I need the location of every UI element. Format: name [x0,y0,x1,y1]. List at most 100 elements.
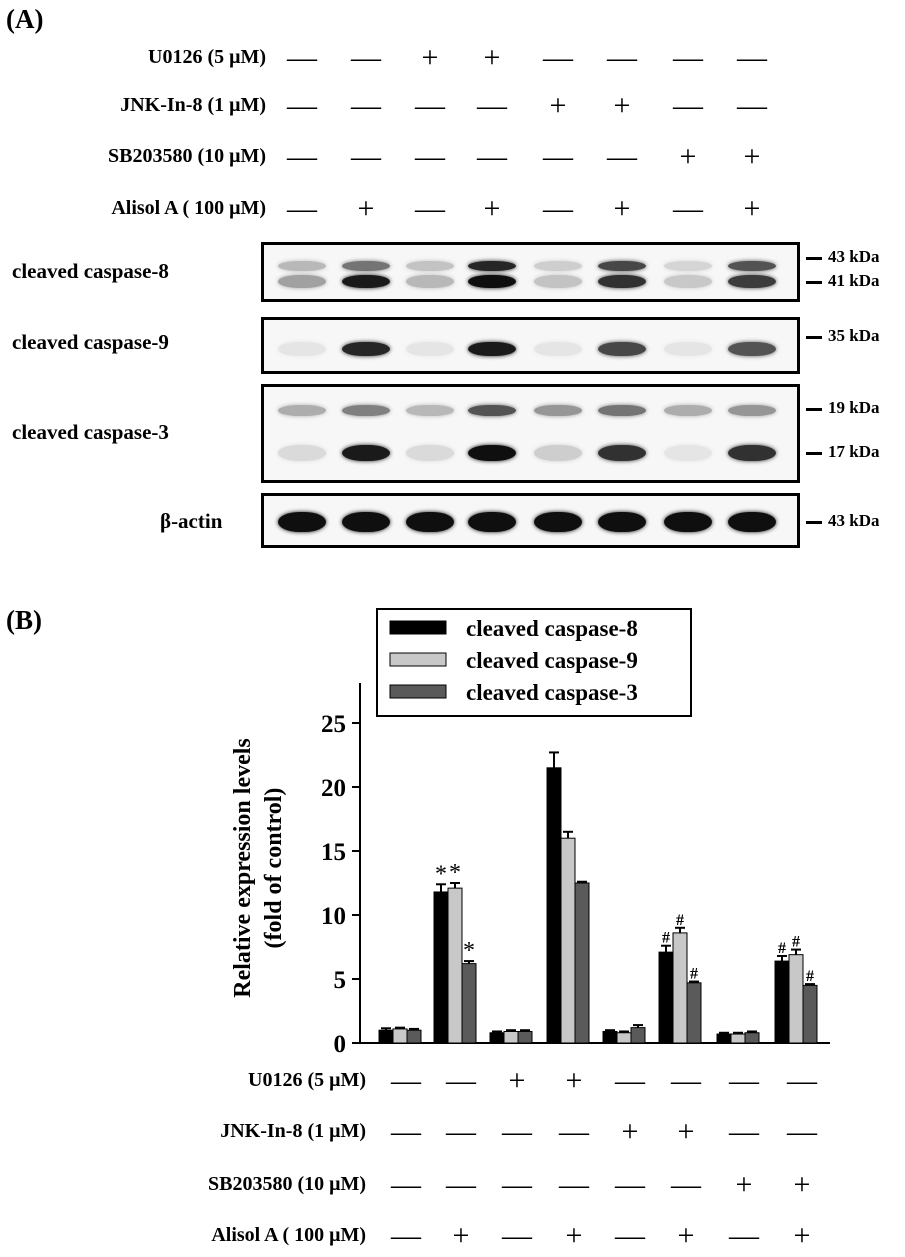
treat-b-label-2: SB203580 (10 μM) [208,1173,366,1195]
treat-b-sign-1-1: — [446,1115,476,1148]
blot-0-band-0-lane-1 [342,261,390,271]
bar-2-0 [406,1029,422,1044]
treat-a-sign-0-6: — [673,41,703,74]
annot-0-5: # [662,930,670,947]
treat-a-sign-1-7: — [737,89,767,122]
blot-2-band-0-lane-4 [534,405,582,416]
bar-1-5 [672,932,688,1044]
treat-b-sign-1-2: — [502,1115,532,1148]
bar-1-1 [447,887,463,1044]
blot-3-band-0-lane-0 [278,512,326,532]
treat-b-sign-1-0: — [391,1115,421,1148]
blot-0-band-1-lane-4 [534,275,582,288]
y-tick-label-0: 0 [334,1031,347,1058]
bar-2-2 [517,1030,533,1044]
treat-a-sign-1-5: + [613,89,631,122]
blot-label-2: cleaved caspase-3 [12,420,169,444]
bar-0-3 [546,767,562,1044]
treat-b-sign-3-3: + [565,1219,583,1252]
treat-b-sign-2-5: — [671,1168,701,1201]
treat-a-sign-1-4: + [549,89,567,122]
treat-a-sign-3-6: — [673,192,703,225]
y-tick-label-5: 25 [321,711,346,738]
annot-2-7: # [806,968,814,985]
blot-0-band-1-lane-6 [664,275,712,288]
blot-2-band-0-lane-1 [342,405,390,416]
treat-b-sign-2-6: + [735,1168,753,1201]
blot-3-band-0-lane-2 [406,512,454,532]
blot-0-band-1-lane-5 [598,275,646,288]
blot-0-band-0-lane-4 [534,261,582,271]
kda-label-1-0: 35 kDa [828,326,880,345]
y-tick-label-2: 10 [321,903,346,930]
blot-2-band-0-lane-0 [278,405,326,416]
treat-b-sign-0-0: — [391,1064,421,1097]
treat-b-sign-1-4: + [621,1115,639,1148]
annot-1-1: * [449,860,461,886]
treat-a-sign-2-3: — [477,140,507,173]
legend-swatch-0 [389,620,447,635]
treat-a-sign-1-0: — [287,89,317,122]
treat-b-sign-3-2: — [502,1219,532,1252]
bar-2-1 [461,963,477,1044]
annot-0-7: # [778,940,786,957]
blot-2-band-1-lane-3 [468,445,516,461]
blot-label-0: cleaved caspase-8 [12,259,169,283]
treat-b-sign-0-7: — [787,1064,817,1097]
treat-b-sign-3-6: — [729,1219,759,1252]
bar-1-4 [616,1032,632,1044]
treat-b-sign-0-4: — [615,1064,645,1097]
treat-a-sign-3-1: + [357,192,375,225]
treat-a-sign-2-6: + [679,140,697,173]
treat-b-sign-2-1: — [446,1168,476,1201]
blot-3 [261,493,800,548]
y-axis-label-line1: Relative expression levels [230,738,256,998]
blot-2-band-1-lane-0 [278,445,326,461]
treat-a-sign-3-4: — [543,192,573,225]
treat-b-sign-0-3: + [565,1064,583,1097]
kda-tick-3-0 [806,521,822,524]
treat-a-sign-0-0: — [287,41,317,74]
y-axis-label-line2: (fold of control) [261,788,287,949]
kda-label-0-1: 41 kDa [828,271,880,290]
treat-b-sign-0-5: — [671,1064,701,1097]
treat-a-sign-3-5: + [613,192,631,225]
treat-a-sign-3-0: — [287,192,317,225]
blot-3-band-0-lane-1 [342,512,390,532]
blot-0-band-0-lane-5 [598,261,646,271]
bar-2-4 [630,1027,646,1044]
blot-1-band-0-lane-1 [342,342,390,356]
blot-0-band-0-lane-6 [664,261,712,271]
kda-label-2-0: 19 kDa [828,398,880,417]
y-tick-label-3: 15 [321,839,346,866]
blot-label-3: β-actin [160,509,223,533]
bar-0-4 [602,1030,618,1044]
blot-2-band-0-lane-6 [664,405,712,416]
treat-a-sign-3-2: — [415,192,445,225]
bar-1-7 [788,954,804,1044]
blot-0-band-1-lane-0 [278,275,326,288]
kda-tick-1-0 [806,336,822,339]
blot-1-band-0-lane-3 [468,342,516,356]
blot-1-band-0-lane-7 [728,342,776,356]
treat-b-sign-2-7: + [793,1168,811,1201]
blot-label-1: cleaved caspase-9 [12,330,169,354]
treat-a-label-2: SB203580 (10 μM) [108,145,266,167]
treat-b-sign-2-2: — [502,1168,532,1201]
blot-0-band-1-lane-3 [468,275,516,288]
treat-b-label-3: Alisol A ( 100 μM) [211,1224,366,1246]
treat-a-sign-0-4: — [543,41,573,74]
bar-1-2 [503,1030,519,1044]
blot-1-band-0-lane-4 [534,342,582,356]
blot-3-band-0-lane-6 [664,512,712,532]
legend-label-0: cleaved caspase-8 [466,616,638,641]
bar-2-7 [802,984,818,1044]
treat-a-sign-0-1: — [351,41,381,74]
blot-3-band-0-lane-5 [598,512,646,532]
annot-2-1: * [463,938,475,964]
annot-2-5: # [690,966,698,983]
treat-a-sign-2-1: — [351,140,381,173]
blot-0-band-0-lane-2 [406,261,454,271]
kda-label-3-0: 43 kDa [828,511,880,530]
treat-a-sign-1-2: — [415,89,445,122]
